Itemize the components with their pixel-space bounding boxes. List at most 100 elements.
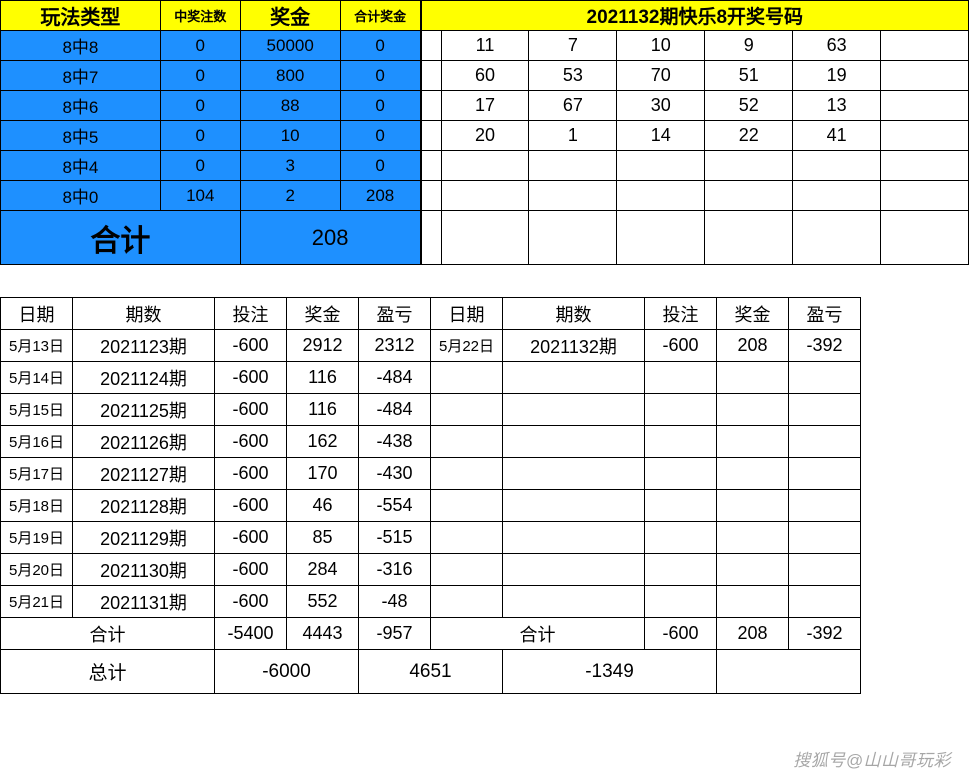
prize-cell: 8中5	[1, 121, 161, 151]
numbers-row: 11710963	[421, 31, 968, 61]
prize-header: 奖金	[240, 1, 340, 31]
ledger-cell: 2021125期	[73, 394, 215, 426]
number-cell: 41	[793, 121, 881, 151]
number-cell: 53	[529, 61, 617, 91]
subtotal-cell: -957	[359, 618, 431, 650]
ledger-cell	[645, 458, 717, 490]
pad-cell	[421, 121, 441, 151]
ledger-cell	[503, 554, 645, 586]
ledger-cell: 5月17日	[1, 458, 73, 490]
ledger-cell: 85	[287, 522, 359, 554]
ledger-header: 期数	[73, 298, 215, 330]
number-cell	[881, 211, 969, 265]
pad-cell	[421, 31, 441, 61]
pad-cell	[421, 181, 441, 211]
ledger-header: 盈亏	[359, 298, 431, 330]
ledger-cell	[789, 362, 861, 394]
pad-cell	[421, 61, 441, 91]
ledger-cell	[789, 458, 861, 490]
number-cell	[529, 181, 617, 211]
ledger-cell: 2021130期	[73, 554, 215, 586]
number-cell	[441, 151, 529, 181]
number-cell	[617, 181, 705, 211]
ledger-cell	[789, 522, 861, 554]
number-cell	[793, 181, 881, 211]
ledger-cell: 116	[287, 394, 359, 426]
number-cell	[881, 31, 969, 61]
ledger-cell	[431, 586, 503, 618]
watermark: 搜狐号@山山哥玩彩	[793, 746, 951, 771]
ledger-cell	[717, 362, 789, 394]
ledger-cell: 2912	[287, 330, 359, 362]
ledger-row: 5月17日2021127期-600170-430	[1, 458, 861, 490]
grand-cell: 4651	[359, 650, 503, 694]
ledger-cell: -600	[215, 554, 287, 586]
ledger-row: 5月13日2021123期-600291223125月22日2021132期-6…	[1, 330, 861, 362]
numbers-row	[421, 181, 968, 211]
number-cell: 9	[705, 31, 793, 61]
number-cell: 11	[441, 31, 529, 61]
ledger-cell	[645, 426, 717, 458]
ledger-cell: 5月13日	[1, 330, 73, 362]
numbers-row	[421, 211, 968, 265]
ledger-cell	[503, 522, 645, 554]
number-cell	[705, 211, 793, 265]
numbers-title-row: 2021132期快乐8开奖号码	[421, 1, 968, 31]
number-cell	[881, 181, 969, 211]
ledger-header: 奖金	[287, 298, 359, 330]
ledger-cell: 552	[287, 586, 359, 618]
ledger-cell	[717, 458, 789, 490]
prize-cell: 3	[240, 151, 340, 181]
number-cell: 7	[529, 31, 617, 61]
number-cell	[881, 91, 969, 121]
ledger-cell: 5月14日	[1, 362, 73, 394]
number-cell: 20	[441, 121, 529, 151]
number-cell	[441, 211, 529, 265]
ledger-cell: 2021126期	[73, 426, 215, 458]
prize-cell: 2	[240, 181, 340, 211]
ledger-cell: -48	[359, 586, 431, 618]
grand-cell: -1349	[503, 650, 717, 694]
ledger-row: 5月18日2021128期-60046-554	[1, 490, 861, 522]
prize-total-label: 合计	[1, 211, 241, 265]
ledger-cell: 5月15日	[1, 394, 73, 426]
ledger-header: 盈亏	[789, 298, 861, 330]
ledger-cell	[431, 362, 503, 394]
ledger-cell	[645, 362, 717, 394]
number-cell	[793, 151, 881, 181]
number-cell: 30	[617, 91, 705, 121]
pad-cell	[421, 151, 441, 181]
ledger-row: 5月21日2021131期-600552-48	[1, 586, 861, 618]
ledger-header: 日期	[431, 298, 503, 330]
ledger-cell: 5月16日	[1, 426, 73, 458]
ledger-header-row: 日期期数投注奖金盈亏日期期数投注奖金盈亏	[1, 298, 861, 330]
prize-cell: 8中4	[1, 151, 161, 181]
ledger-cell: -600	[645, 330, 717, 362]
prize-cell: 8中7	[1, 61, 161, 91]
numbers-row: 201142241	[421, 121, 968, 151]
prize-cell: 0	[160, 91, 240, 121]
ledger-cell: -600	[215, 362, 287, 394]
ledger-cell: -600	[215, 490, 287, 522]
ledger-row: 5月20日2021130期-600284-316	[1, 554, 861, 586]
numbers-table: 2021132期快乐8开奖号码 117109636053705119176730…	[421, 0, 969, 265]
prize-row: 8中4030	[1, 151, 421, 181]
ledger-cell	[431, 554, 503, 586]
ledger-header: 投注	[645, 298, 717, 330]
ledger-cell: -484	[359, 362, 431, 394]
ledger-cell: -600	[215, 522, 287, 554]
prize-cell: 8中8	[1, 31, 161, 61]
number-cell: 13	[793, 91, 881, 121]
ledger-header: 期数	[503, 298, 645, 330]
ledger-cell: 116	[287, 362, 359, 394]
pad-cell	[421, 91, 441, 121]
ledger-cell: 2021129期	[73, 522, 215, 554]
prize-total-row: 合计 208	[1, 211, 421, 265]
prize-cell: 8中6	[1, 91, 161, 121]
prize-table: 玩法类型 中奖注数 奖金 合计奖金 8中805000008中7080008中60…	[0, 0, 421, 265]
ledger-cell: -600	[215, 330, 287, 362]
subtotal-cell: -392	[789, 618, 861, 650]
ledger-cell	[789, 426, 861, 458]
ledger-cell: 5月18日	[1, 490, 73, 522]
ledger-cell: 2021127期	[73, 458, 215, 490]
